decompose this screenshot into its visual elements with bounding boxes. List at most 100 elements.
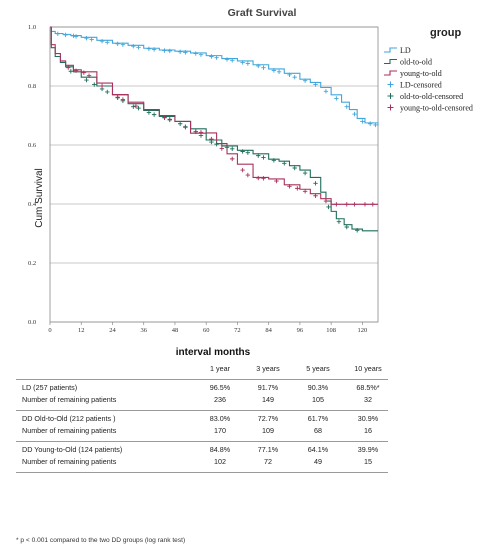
header-5-years: 5 years: [306, 364, 330, 373]
censor-mark-young-to-old: [219, 146, 225, 151]
value-cell: 83.0%: [209, 414, 231, 423]
table-row: LD (257 patients) 96.5% 91.7% 90.3% 68.5…: [16, 382, 388, 394]
censor-mark-young-to-old: [240, 167, 245, 173]
censor-mark-old-to-old: [271, 158, 277, 163]
legend-entry: old-to-old-censored: [400, 92, 463, 101]
x-tick-label: 108: [326, 327, 336, 334]
remaining-cell: 72: [264, 457, 272, 466]
y-tick-label: 0.6: [28, 142, 37, 149]
x-tick-label: 60: [203, 327, 210, 334]
censor-mark-LD: [214, 55, 219, 60]
legend-swatch: [384, 70, 397, 76]
censor-mark-LD: [193, 51, 198, 56]
value-cell: 90.3%: [307, 383, 329, 392]
table-divider: [16, 441, 388, 442]
censor-mark-young-to-old: [99, 83, 105, 89]
censor-mark-LD: [71, 33, 76, 39]
censor-mark-young-to-old: [274, 178, 279, 184]
censor-mark-LD: [136, 45, 141, 50]
table-divider: [16, 410, 388, 411]
table-row: Number of remaining patients 170 109 68 …: [16, 425, 388, 437]
censor-mark-young-to-old: [120, 97, 126, 102]
y-tick-label: 0.0: [28, 319, 36, 326]
series-line-LD: [50, 26, 379, 126]
x-tick-label: 24: [109, 327, 116, 334]
censor-mark-LD: [367, 121, 373, 126]
censor-mark-old-to-old: [256, 153, 261, 158]
censor-mark-LD: [292, 74, 297, 80]
censor-mark-LD: [344, 104, 349, 109]
censor-mark-young-to-old: [133, 103, 139, 109]
x-tick-label: 36: [140, 327, 147, 334]
censor-mark-LD: [89, 37, 94, 42]
censor-mark-young-to-old: [323, 198, 329, 204]
censor-mark-LD: [287, 72, 292, 77]
x-tick-label: 12: [78, 327, 85, 334]
legend-swatch: [384, 47, 397, 53]
remaining-cell: 105: [312, 395, 324, 404]
censor-mark-old-to-old: [261, 155, 266, 160]
value-cell: 64.1%: [307, 445, 329, 454]
censor-mark-young-to-old: [302, 189, 308, 194]
censor-mark-LD: [230, 58, 235, 63]
remaining-cell: 32: [364, 395, 372, 404]
value-cell: 96.5%: [209, 383, 231, 392]
table-row: DD Old-to-Old (212 patients ) 83.0% 72.7…: [16, 413, 388, 425]
censor-mark-young-to-old: [362, 202, 368, 207]
x-tick-label: 84: [265, 327, 272, 334]
remaining-cell: 15: [364, 457, 372, 466]
censor-mark-young-to-old: [370, 202, 375, 207]
legend-entry: LD: [400, 46, 411, 55]
y-tick-label: 0.2: [28, 260, 36, 267]
legend-swatch: [384, 58, 397, 65]
censor-mark-young-to-old: [209, 136, 214, 142]
footnote: * p < 0.001 compared to the two DD group…: [16, 537, 186, 544]
censor-mark-old-to-old: [302, 170, 308, 176]
censor-mark-young-to-old: [256, 175, 261, 181]
legend-entry: young-to-old: [400, 69, 442, 78]
censor-mark-old-to-old: [326, 204, 331, 210]
censor-mark-old-to-old: [84, 77, 89, 83]
censor-mark-young-to-old: [352, 202, 357, 207]
survival-table: 1 year 3 years 5 years 10 years LD (257 …: [16, 363, 388, 475]
remaining-cell: 236: [214, 395, 226, 404]
censor-mark-young-to-old: [115, 95, 120, 100]
table-divider: [16, 379, 388, 380]
censor-mark-young-to-old: [313, 193, 318, 198]
censor-mark-old-to-old: [282, 161, 287, 166]
censor-mark-LD: [146, 46, 152, 52]
series-lines: [50, 26, 379, 232]
censor-mark-young-to-old: [183, 125, 188, 130]
y-tick-label: 0.4: [28, 201, 37, 208]
censor-mark-LD: [177, 49, 183, 54]
x-tick-label: 0: [48, 327, 51, 334]
censor-mark-old-to-old: [344, 224, 349, 230]
x-tick-label: 72: [234, 327, 241, 334]
censor-mark-young-to-old: [86, 73, 92, 78]
table-divider: [16, 472, 388, 473]
value-cell: 72.7%: [257, 414, 279, 423]
censor-mark-LD: [115, 41, 120, 47]
y-axis-title: Cum Survival: [34, 168, 45, 227]
censor-mark-young-to-old: [81, 70, 87, 75]
header-1-year: 1 year: [210, 364, 230, 373]
remaining-cell: 102: [214, 457, 226, 466]
censor-mark-old-to-old: [151, 112, 157, 117]
censor-mark-LD: [99, 38, 105, 44]
header-10-years: 10 years: [354, 364, 382, 373]
censor-mark-LD: [276, 69, 282, 75]
legend-swatch: [387, 93, 394, 99]
remaining-label: Number of remaining patients: [22, 457, 117, 466]
remaining-cell: 170: [214, 426, 226, 435]
value-cell: 39.9%: [357, 445, 379, 454]
censor-mark-LD: [198, 52, 204, 57]
value-cell: 61.7%: [307, 414, 329, 423]
censor-mark-young-to-old: [230, 156, 235, 162]
censor-marks: [55, 31, 378, 233]
value-cell: 91.7%: [257, 383, 279, 392]
remaining-cell: 16: [364, 426, 372, 435]
censor-mark-young-to-old: [162, 115, 167, 120]
x-tick-label: 48: [172, 327, 179, 334]
censor-mark-young-to-old: [193, 129, 198, 134]
value-cell: 84.8%: [209, 445, 231, 454]
